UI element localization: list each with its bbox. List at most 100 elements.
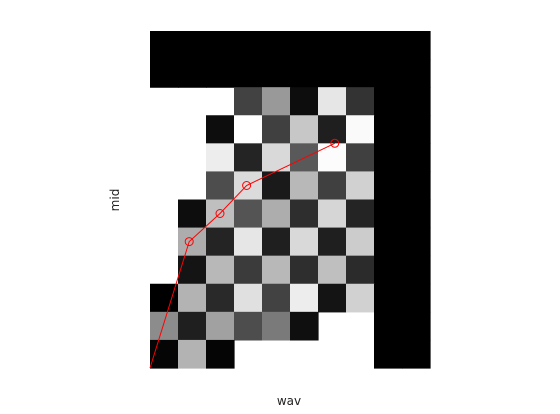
heatmap-cell [346,283,375,313]
heatmap-cell [290,31,319,60]
heatmap-cell [178,283,207,313]
heatmap-cell [290,227,319,257]
heatmap-cell [346,255,375,285]
heatmap-cell [374,171,403,201]
heatmap-cell [374,115,403,144]
heatmap-cell [234,255,263,285]
heatmap-cell [402,31,431,60]
heatmap-cell [206,311,235,341]
heatmap-cell [374,255,403,285]
x-axis-label: wav [277,394,301,408]
heatmap-cell [290,115,319,144]
series-point [184,237,194,247]
heatmap-cell [262,87,291,116]
heatmap-cell [262,115,291,144]
heatmap-cell [234,283,263,313]
heatmap-cell [206,31,235,60]
heatmap-cell [234,143,263,173]
heatmap-cell [206,255,235,285]
heatmap-cell [290,311,319,341]
heatmap-cell [402,87,431,116]
heatmap-cell [290,59,319,88]
series-point [330,138,340,148]
heatmap-cell [402,311,431,341]
heatmap-cell [402,143,431,173]
heatmap-cell [290,255,319,285]
heatmap-cell [346,31,375,60]
heatmap-cell [318,87,347,116]
heatmap-cell [150,283,179,313]
heatmap-cell [206,283,235,313]
heatmap-cell [234,115,263,144]
heatmap-cell [262,199,291,229]
heatmap-cell [206,143,235,173]
heatmap-cell [318,143,347,173]
heatmap-cell [234,311,263,341]
heatmap-cell [402,227,431,257]
series-point [242,181,252,190]
heatmap-cell [206,59,235,88]
heatmap-cell [262,227,291,257]
heatmap-cell [346,199,375,229]
heatmap-cell [234,227,263,257]
heatmap-cell [262,143,291,173]
heatmap-cell [402,283,431,313]
heatmap-cell [262,311,291,341]
heatmap-cell [150,311,179,341]
heatmap-cell [318,171,347,201]
heatmap-cell [402,171,431,201]
heatmap-cell [402,115,431,144]
heatmap-cell [402,339,431,369]
heatmap-cell [374,283,403,313]
heatmap-cell [290,171,319,201]
heatmap-cell [318,31,347,60]
heatmap-cell [206,339,235,369]
heatmap-cell [374,311,403,341]
series-line [149,142,336,369]
heatmap-cell [178,255,207,285]
heatmap-cell [318,255,347,285]
heatmap-cell [346,87,375,116]
heatmap-cell [374,199,403,229]
heatmap-cell [178,311,207,341]
heatmap-cell [374,31,403,60]
series-point [215,209,225,218]
heatmap-cell [234,31,263,60]
heatmap-cell [402,199,431,229]
heatmap-cell [346,115,375,144]
heatmap-cell [346,171,375,201]
heatmap-cell [178,31,207,60]
heatmap-cell [150,59,179,88]
heatmap-cell [262,283,291,313]
heatmap-cell [234,199,263,229]
line-series [149,138,340,369]
heatmap-cell [374,339,403,369]
heatmap-cell [318,199,347,229]
heatmap-cell [318,283,347,313]
heatmap-cell [262,31,291,60]
heatmap-cell [402,255,431,285]
heatmap-cell [318,115,347,144]
heatmap-cell [346,143,375,173]
heatmap-cell [318,227,347,257]
heatmap-cell [262,255,291,285]
heatmap-cell [374,59,403,88]
heatmap-cell [178,339,207,369]
heatmap-cell [206,115,235,144]
heatmap-cell [234,87,263,116]
heatmap-cell [290,87,319,116]
y-axis-label: mid [108,189,122,212]
heatmap-cell [234,59,263,88]
heatmap-cell [374,87,403,116]
heatmap-cell [290,283,319,313]
heatmap-cell [346,227,375,257]
heatmap-cell [262,59,291,88]
heatmap-cell [234,171,263,201]
heatmap-cell [206,227,235,257]
heatmap-cell [374,143,403,173]
heatmap-cell [178,227,207,257]
heatmap-cells [150,31,431,369]
heatmap-cell [290,199,319,229]
heatmap-cell [346,59,375,88]
